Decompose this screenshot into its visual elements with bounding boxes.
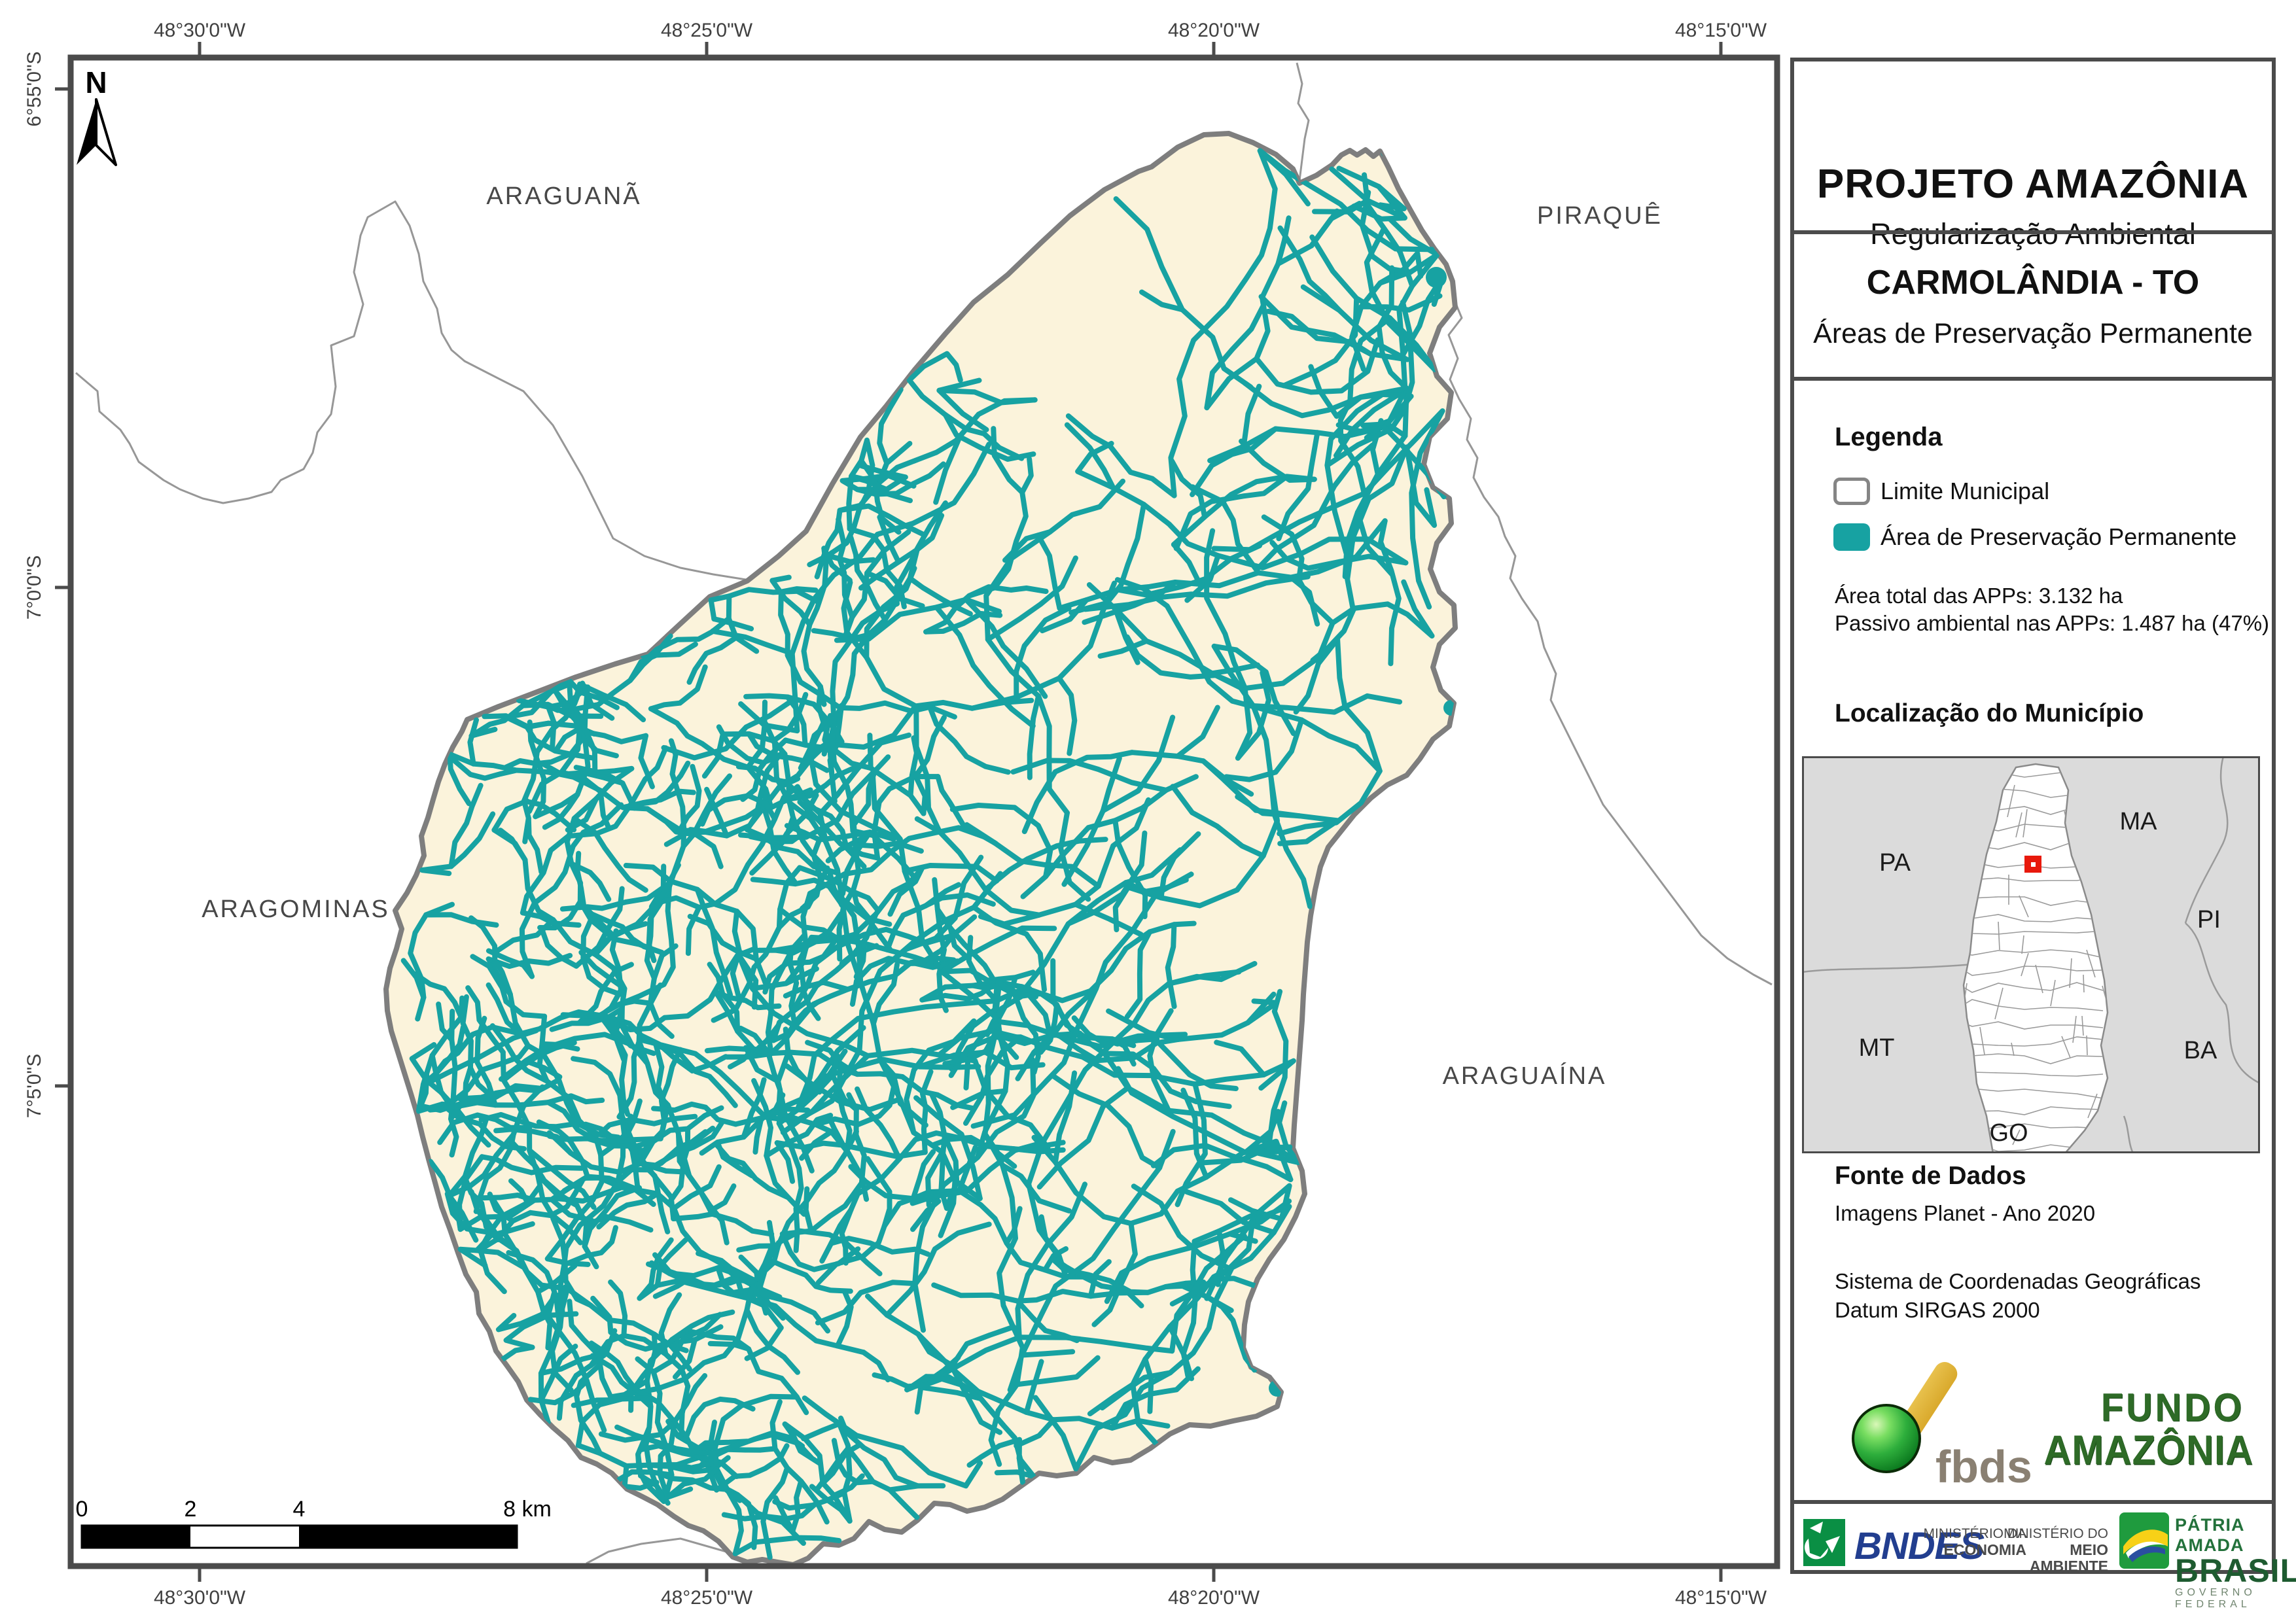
municipality-name: CARMOLÂNDIA - TO	[1866, 264, 2200, 302]
map-theme-title: Áreas de Preservação Permanente	[1813, 318, 2253, 349]
top-coordinate-label: 48°25'0"W	[661, 20, 753, 41]
data-source-line: Sistema de Coordenadas Geográficas	[1835, 1269, 2201, 1293]
inset-state-label: PA	[1879, 849, 1911, 877]
bottom-coordinate-label: 48°25'0"W	[661, 1587, 753, 1609]
fbds-logo-sphere	[1852, 1404, 1921, 1473]
bottom-coordinate-label: 48°30'0"W	[154, 1587, 246, 1609]
bottom-coordinate-label: 48°15'0"W	[1675, 1587, 1767, 1609]
legend-item-app: Área de Preservação Permanente	[1833, 523, 2236, 551]
inset-state-label: MT	[1859, 1034, 1895, 1062]
limite-municipal-swatch	[1833, 478, 1870, 505]
panel-divider	[1794, 1500, 2272, 1504]
legend-heading: Legenda	[1835, 423, 1943, 451]
data-source-heading: Fonte de Dados	[1835, 1162, 2026, 1190]
bndes-icon	[1803, 1519, 1845, 1566]
neighbor-municipality-label: ARAGUAÍNA	[1443, 1062, 1607, 1090]
ministerio-meio-ambiente-line2: MEIO AMBIENTE	[2029, 1541, 2108, 1575]
inset-state-label: MA	[2120, 808, 2158, 835]
ministerio-economia-logo: MINISTÉRIO DA ECONOMIA	[1915, 1526, 2027, 1558]
neighbor-municipality-label: PIRAQUÊ	[1537, 201, 1663, 230]
ministerio-meio-ambiente-logo: MINISTÉRIO DO MEIO AMBIENTE	[1990, 1526, 2108, 1575]
project-title: PROJETO AMAZÔNIA	[1816, 162, 2250, 207]
top-coordinate-label: 48°30'0"W	[154, 20, 246, 41]
left-coordinate-label: 7°0'0"S	[24, 555, 45, 620]
legend-item-limite: Limite Municipal	[1833, 478, 2049, 505]
scale-bar-label: 4	[293, 1497, 306, 1522]
project-subtitle: Regularização Ambiental	[1794, 217, 2272, 251]
info-panel: PROJETO AMAZÔNIA Regularização Ambiental…	[1790, 58, 2296, 1610]
app-passivo-stat: Passivo ambiental nas APPs: 1.487 ha (47…	[1835, 611, 2270, 635]
neighbor-municipality-label: ARAGOMINAS	[202, 896, 390, 923]
ministerio-economia-line2: ECONOMIA	[1943, 1541, 2027, 1558]
fundo-amazonia-logo: FUNDO AMAZÔNIA	[1972, 1384, 2253, 1474]
left-coordinate-label: 6°55'0"S	[24, 51, 45, 126]
patria-amada-line: PÁTRIA AMADA	[2175, 1515, 2244, 1555]
top-coordinate-label: 48°20'0"W	[1168, 20, 1260, 41]
scale-bar: 0 2 4 8 km	[76, 1497, 552, 1549]
governo-federal-line: GOVERNO FEDERAL	[2175, 1586, 2256, 1610]
fundo-amazonia-line1: FUNDO	[2100, 1385, 2244, 1430]
legend-item-label: Área de Preservação Permanente	[1881, 523, 2237, 550]
app-river-network	[400, 145, 1455, 1560]
data-source-line: Datum SIRGAS 2000	[1835, 1298, 2040, 1322]
scale-bar-label: 0	[76, 1497, 88, 1522]
neighbor-municipality-label: ARAGUANÃ	[486, 182, 641, 210]
location-heading: Localização do Município	[1835, 699, 2144, 727]
scale-bar-label: 8 km	[503, 1497, 552, 1522]
scale-bar-label: 2	[185, 1497, 197, 1522]
inset-state-label: GO	[1989, 1119, 2028, 1147]
location-inset-map: PA MA PI MT BA GO	[1802, 756, 2260, 1153]
app-total-stat: Área total das APPs: 3.132 ha	[1835, 584, 2123, 608]
patria-amada-brasil-logo: PÁTRIA AMADA BRASIL GOVERNO FEDERAL	[2175, 1515, 2296, 1611]
fundo-amazonia-line2: AMAZÔNIA	[2043, 1427, 2253, 1474]
inset-state-label: BA	[2184, 1037, 2217, 1064]
left-coordinate-label: 7°5'0"S	[24, 1054, 45, 1118]
app-swatch	[1833, 523, 1870, 551]
north-arrow-label: N	[85, 65, 107, 99]
top-coordinate-label: 48°15'0"W	[1675, 20, 1767, 41]
bndes-logo-text: BNDES	[1854, 1525, 1985, 1567]
ministerio-economia-line1: MINISTÉRIO DA	[1923, 1526, 2026, 1541]
panel-divider	[1794, 230, 2272, 234]
ministerio-meio-ambiente-line1: MINISTÉRIO DO	[2004, 1526, 2108, 1541]
bottom-coordinate-label: 48°20'0"W	[1168, 1587, 1260, 1609]
inset-state-label: PI	[2197, 906, 2221, 934]
data-source-line: Imagens Planet - Ano 2020	[1835, 1201, 2096, 1225]
panel-divider	[1794, 377, 2272, 381]
legend-item-label: Limite Municipal	[1881, 478, 2050, 504]
brasil-flag-icon	[2119, 1512, 2169, 1569]
brasil-line: BRASIL	[2175, 1552, 2296, 1589]
fbds-logo-text: fbds	[1935, 1441, 2032, 1492]
